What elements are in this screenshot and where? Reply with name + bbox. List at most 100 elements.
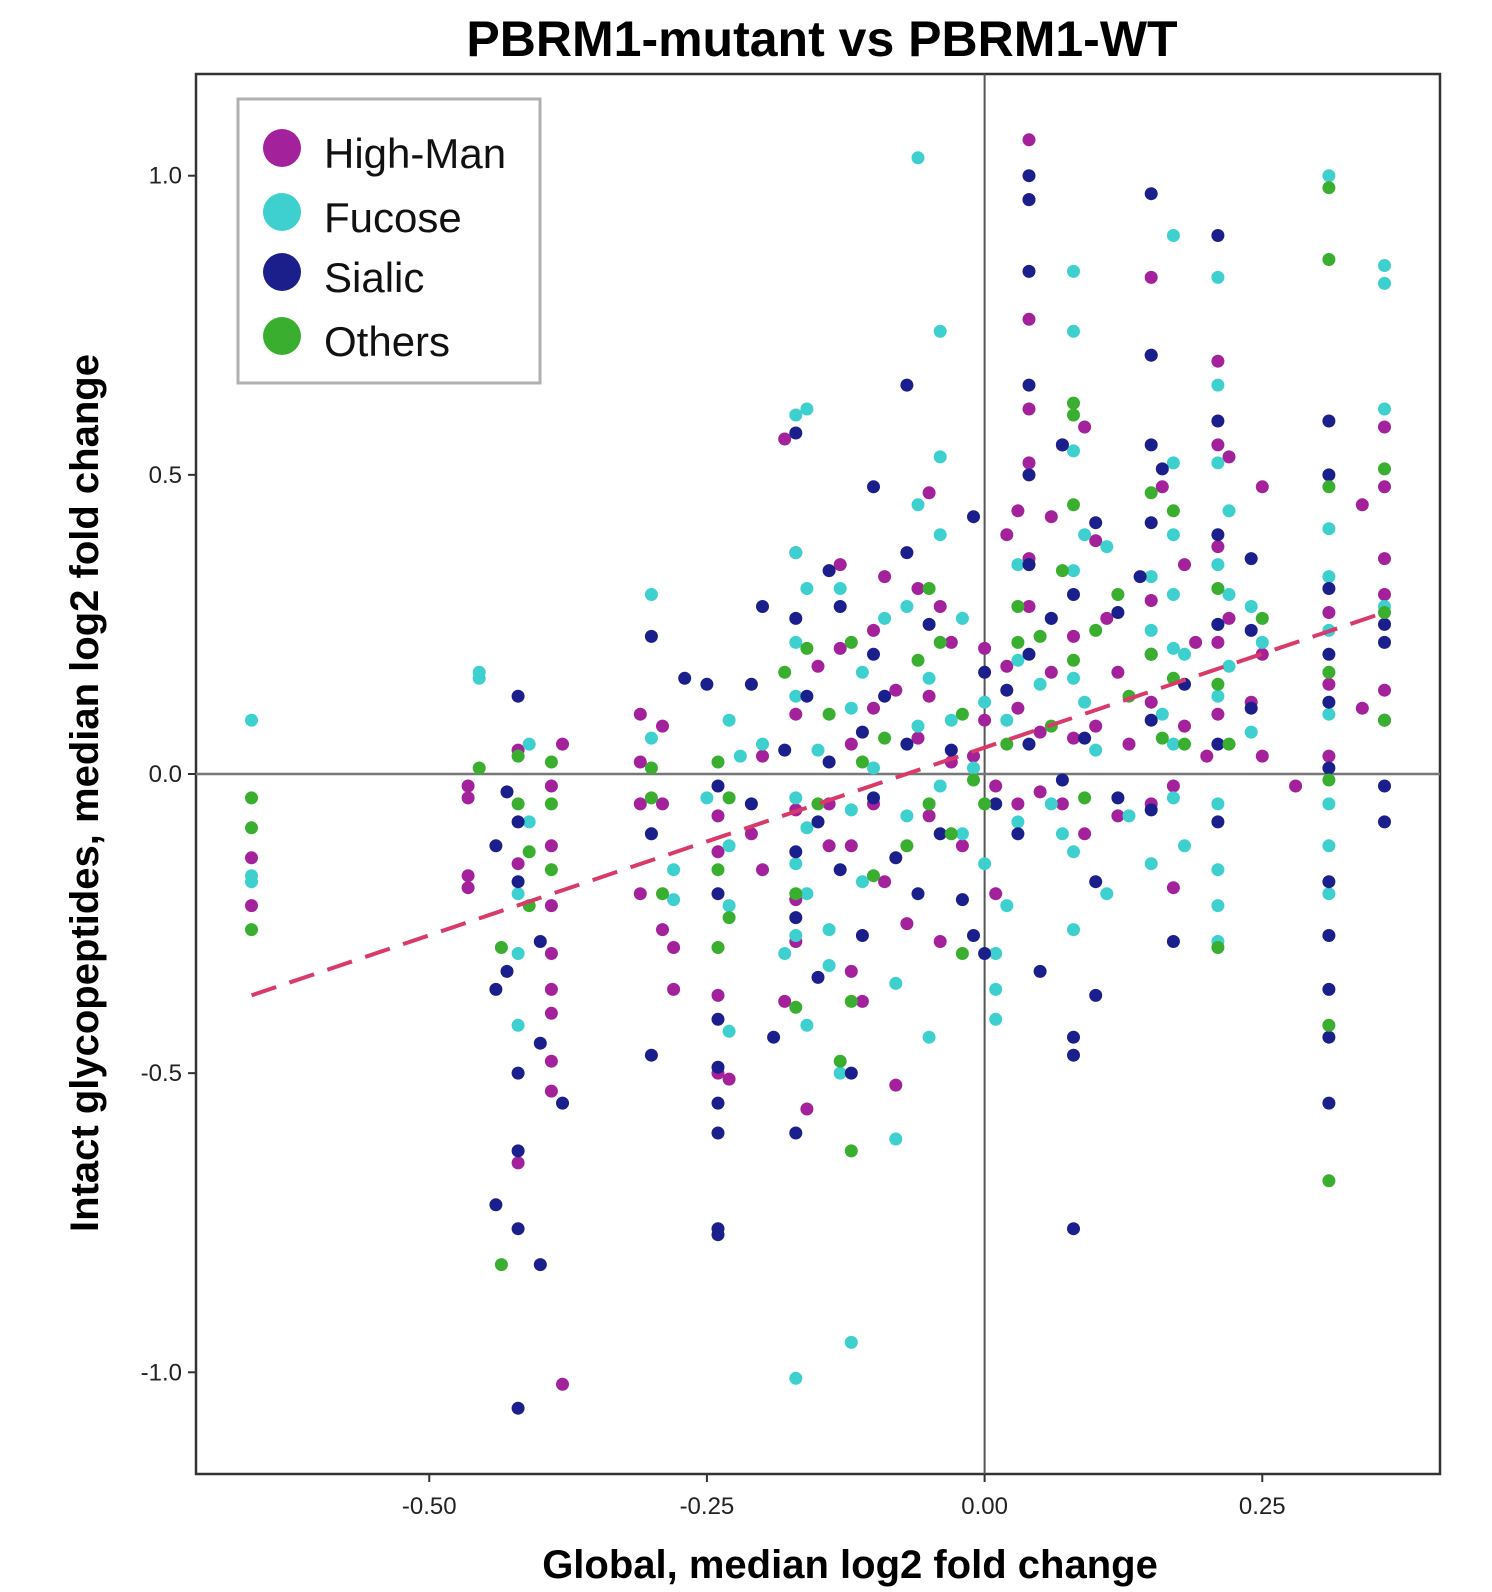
point-high-man (1044, 665, 1058, 679)
point-others (245, 821, 258, 835)
point-sialic (489, 839, 503, 853)
point-sialic (1011, 827, 1025, 841)
point-fucose (778, 947, 792, 960)
point-fucose (1011, 815, 1025, 829)
point-fucose (800, 402, 814, 416)
point-high-man (1122, 737, 1136, 751)
y-tick-label: -0.5 (141, 1060, 182, 1087)
point-sialic (489, 1198, 503, 1212)
legend: High-Man Fucose Sialic Others (236, 97, 542, 385)
point-fucose (844, 1335, 858, 1349)
point-fucose (833, 1066, 847, 1080)
point-high-man (1111, 809, 1125, 823)
point-sialic (511, 689, 525, 703)
point-others (544, 755, 558, 769)
point-high-man (889, 1078, 903, 1092)
point-sialic (644, 827, 658, 841)
point-sialic (511, 1144, 525, 1158)
point-high-man (1322, 749, 1336, 763)
point-high-man (1111, 665, 1125, 679)
point-fucose (911, 498, 925, 512)
point-others (511, 797, 525, 811)
point-others (1211, 582, 1225, 595)
point-fucose (1211, 689, 1225, 703)
point-fucose (955, 827, 969, 841)
point-fucose (1166, 528, 1180, 542)
point-others (1211, 941, 1225, 954)
point-high-man (922, 486, 936, 500)
point-sialic (900, 378, 914, 392)
point-others (1211, 677, 1225, 691)
point-high-man (878, 875, 892, 889)
point-high-man (1000, 528, 1014, 542)
point-others (544, 797, 558, 811)
point-fucose (867, 761, 880, 775)
point-sialic (1067, 1030, 1080, 1044)
point-high-man (855, 994, 869, 1008)
point-sialic (967, 510, 980, 524)
point-high-man (556, 737, 569, 751)
point-sialic (1322, 468, 1336, 482)
point-sialic (1144, 187, 1158, 201)
point-high-man (1033, 725, 1047, 739)
point-sialic (511, 1401, 525, 1415)
point-sialic (489, 982, 503, 996)
point-fucose (1011, 653, 1025, 667)
point-fucose (789, 929, 803, 942)
point-fucose (756, 737, 769, 751)
point-fucose (855, 665, 869, 679)
point-fucose (933, 528, 947, 542)
point-high-man (1166, 779, 1180, 793)
point-fucose (978, 857, 992, 871)
point-high-man (1166, 881, 1180, 895)
point-sialic (1244, 623, 1258, 637)
point-sialic (833, 863, 847, 877)
point-fucose (1378, 276, 1391, 290)
point-fucose (245, 875, 258, 889)
x-axis-title: Global, median log2 fold change (542, 1543, 1158, 1587)
point-fucose (789, 1371, 803, 1385)
point-sialic (855, 725, 869, 739)
point-high-man (1089, 534, 1103, 548)
point-sialic (1322, 761, 1336, 775)
point-high-man (1255, 749, 1269, 763)
point-sialic (1244, 701, 1258, 715)
point-others (967, 773, 980, 787)
point-others (1144, 486, 1158, 500)
point-fucose (1222, 504, 1236, 518)
point-sialic (711, 779, 725, 793)
y-tick-label: -1.0 (141, 1359, 182, 1386)
point-high-man (844, 737, 858, 751)
point-sialic (1144, 713, 1158, 727)
point-sialic (644, 1048, 658, 1062)
point-sialic (767, 1030, 781, 1044)
point-fucose (1211, 797, 1225, 811)
point-high-man (933, 935, 947, 948)
point-sialic (1322, 414, 1336, 428)
point-sialic (1111, 606, 1125, 619)
point-sialic (1322, 582, 1336, 595)
point-fucose (511, 1018, 525, 1032)
point-fucose (1033, 677, 1047, 691)
point-others (833, 1054, 847, 1068)
point-sialic (1378, 779, 1391, 793)
point-others (822, 707, 836, 721)
point-sialic (711, 1096, 725, 1110)
point-fucose (722, 713, 736, 727)
point-fucose (955, 611, 969, 625)
point-others (1111, 588, 1125, 601)
point-others (245, 923, 258, 937)
point-sialic (1211, 815, 1225, 829)
point-high-man (1189, 635, 1203, 649)
point-fucose (1178, 647, 1191, 661)
point-fucose (1322, 522, 1336, 536)
point-high-man (656, 923, 669, 937)
point-fucose (1178, 839, 1191, 853)
point-sialic (900, 546, 914, 560)
point-others (1322, 480, 1336, 494)
point-fucose (1144, 623, 1158, 637)
point-others (933, 635, 947, 649)
point-sialic (500, 785, 514, 799)
point-others (1178, 737, 1191, 751)
